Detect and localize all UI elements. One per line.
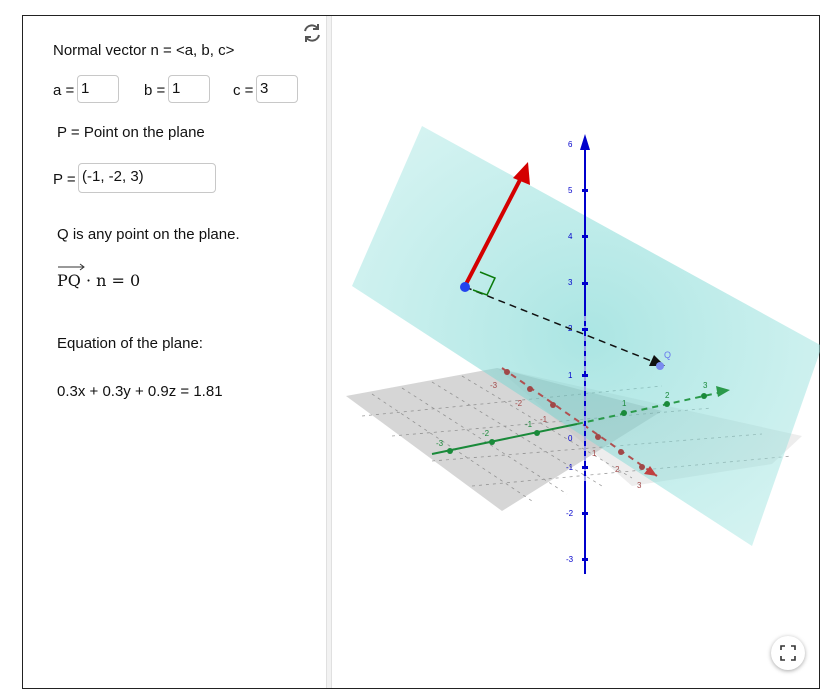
x-axis <box>501 367 658 477</box>
normal-vector <box>463 175 524 287</box>
right-angle-marker <box>472 271 497 296</box>
p-label: P = <box>53 171 76 188</box>
x-tick-label: -1 <box>540 415 548 424</box>
z-axis-ticks <box>582 189 588 561</box>
y-axis-positive <box>576 391 723 425</box>
x-tick-label: 2 <box>615 465 620 474</box>
z-tick-label: -2 <box>566 509 574 518</box>
b-input[interactable]: 1 <box>168 75 210 103</box>
z-tick-label: 3 <box>568 278 573 287</box>
c-input[interactable]: 3 <box>256 75 298 103</box>
normal-vector-arrowhead <box>513 162 530 185</box>
y-tick-label: -2 <box>482 429 490 438</box>
vector-pq: PQ <box>57 271 81 290</box>
x-axis-ticks <box>504 369 645 470</box>
fullscreen-icon <box>780 645 796 661</box>
pq-vector <box>464 286 655 363</box>
x-tick-label: 1 <box>592 449 597 458</box>
z-tick-label: -3 <box>566 555 574 564</box>
z-tick-label: 4 <box>568 232 573 241</box>
algebra-panel: Normal vector n = <a, b, c> a = 1 b = 1 … <box>23 16 326 688</box>
c-label: c = <box>233 82 254 99</box>
x-tick-label: -3 <box>490 381 498 390</box>
y-tick-label: 1 <box>622 399 627 408</box>
y-axis-arrow <box>716 386 730 397</box>
panel-divider[interactable] <box>326 16 332 688</box>
x-tick-label: 3 <box>637 481 642 490</box>
z-axis-arrow <box>580 134 590 150</box>
x-axis-arrow <box>644 466 657 476</box>
x-tick-label: -2 <box>515 399 523 408</box>
z-tick-label: 5 <box>568 186 573 195</box>
point-caption: P = Point on the plane <box>57 124 205 141</box>
vector-arrow-icon <box>58 263 85 271</box>
dot-rest: · n = 0 <box>85 271 141 290</box>
a-label: a = <box>53 82 75 99</box>
y-axis-ticks <box>447 393 707 454</box>
b-label: b = <box>144 82 166 99</box>
y-tick-label: 3 <box>703 381 708 390</box>
point-q[interactable] <box>656 362 664 370</box>
point-q-label: Q <box>664 350 671 360</box>
point-p[interactable] <box>460 282 470 292</box>
y-axis-negative <box>431 423 578 455</box>
applet-frame: Normal vector n = <a, b, c> a = 1 b = 1 … <box>22 15 820 689</box>
z-tick-label: 0 <box>568 434 573 443</box>
z-tick-label: -1 <box>566 463 574 472</box>
graphics-3d-view[interactable]: -3 -2 -1 1 2 3 -3 -2 -1 1 2 3 <box>332 16 820 688</box>
dot-product-equation: PQ · n = 0 <box>57 263 141 290</box>
a-input[interactable]: 1 <box>77 75 119 103</box>
plane-equation: 0.3x + 0.3y + 0.9z = 1.81 <box>57 383 223 400</box>
z-tick-label: 1 <box>568 371 573 380</box>
p-input[interactable]: (-1, -2, 3) <box>78 163 216 193</box>
equation-title: Equation of the plane: <box>57 335 203 352</box>
y-tick-label: -1 <box>525 420 533 429</box>
z-tick-label: 6 <box>568 140 573 149</box>
refresh-icon[interactable] <box>300 21 324 45</box>
y-tick-label: -3 <box>436 439 444 448</box>
normal-vector-title: Normal vector n = <a, b, c> <box>53 42 235 59</box>
y-tick-label: 2 <box>665 391 670 400</box>
q-caption: Q is any point on the plane. <box>57 226 240 243</box>
fullscreen-button[interactable] <box>771 636 805 670</box>
